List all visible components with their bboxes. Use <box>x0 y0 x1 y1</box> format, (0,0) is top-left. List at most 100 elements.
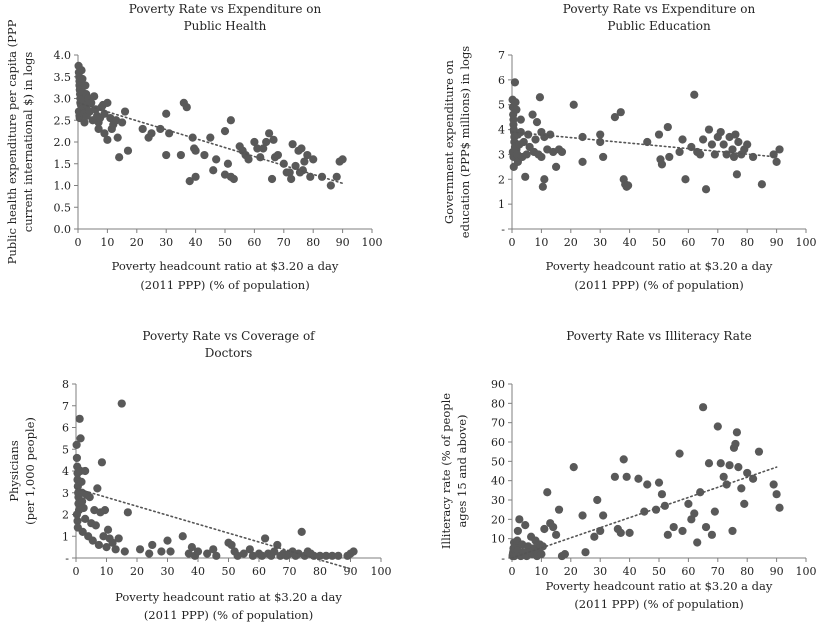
data-point <box>163 536 172 545</box>
data-point <box>719 472 728 481</box>
data-point <box>624 181 633 190</box>
data-point <box>78 74 87 84</box>
data-point <box>77 66 86 75</box>
data-point <box>117 399 126 408</box>
x-axis-label: (2011 PPP) (% of population) <box>144 608 313 622</box>
chart-title: Public Education <box>607 19 711 33</box>
data-point <box>322 551 331 560</box>
data-point <box>191 146 200 155</box>
data-point <box>643 137 652 147</box>
x-tick-label: 10 <box>100 565 114 578</box>
data-point <box>775 145 784 154</box>
data-point <box>701 185 711 194</box>
x-axis-label: Poverty headcount ratio at $3.20 a day <box>546 259 773 273</box>
data-point <box>731 439 740 449</box>
chart-title: Doctors <box>205 346 253 360</box>
trend-line <box>511 466 778 559</box>
data-point <box>554 505 564 514</box>
y-axis-label: Physicians <box>7 440 21 502</box>
x-axis-label: (2011 PPP) (% of population) <box>574 278 743 292</box>
data-point <box>737 484 746 493</box>
y-tick-label: 3 <box>498 148 505 161</box>
x-tick-label: 40 <box>623 565 637 578</box>
x-tick-label: 100 <box>796 236 817 249</box>
data-point <box>729 152 739 162</box>
data-point <box>654 478 664 487</box>
data-point <box>684 499 693 508</box>
data-point <box>206 133 215 142</box>
data-point <box>338 155 347 164</box>
x-tick-label: 100 <box>371 565 392 578</box>
y-tick-label: 30 <box>491 494 505 507</box>
data-point <box>244 155 253 164</box>
data-point <box>772 157 781 166</box>
data-point <box>625 528 634 537</box>
data-point <box>540 175 549 184</box>
y-tick-label: 6 <box>498 74 505 87</box>
y-tick-label: 50 <box>491 455 505 468</box>
x-tick-label: 70 <box>277 236 291 249</box>
data-point <box>524 130 533 139</box>
data-point <box>754 447 764 456</box>
data-point <box>552 530 561 539</box>
data-point <box>100 506 110 515</box>
data-point <box>334 551 343 560</box>
data-point <box>537 152 546 162</box>
data-point <box>743 468 752 478</box>
x-tick-label: 20 <box>130 236 144 249</box>
data-point <box>543 488 552 497</box>
data-point <box>212 155 221 164</box>
data-point <box>690 509 699 518</box>
data-point <box>91 521 100 530</box>
data-point <box>108 538 117 547</box>
data-point <box>120 107 130 116</box>
y-tick-label: 70 <box>491 417 505 430</box>
data-point <box>102 543 111 552</box>
data-point <box>657 160 667 169</box>
data-point <box>77 477 86 486</box>
data-point <box>309 155 318 164</box>
data-point <box>226 116 235 125</box>
y-tick-label: 2 <box>62 509 69 522</box>
x-tick-label: 30 <box>593 236 607 249</box>
chart-title: Poverty Rate vs Illiteracy Rate <box>566 329 752 343</box>
data-point <box>103 135 112 144</box>
data-point <box>707 140 717 149</box>
data-point <box>696 150 705 159</box>
data-point <box>569 463 578 472</box>
data-point <box>665 152 674 162</box>
y-tick-label: 5 <box>62 443 69 456</box>
data-point <box>719 140 728 149</box>
data-point <box>245 545 254 554</box>
y-tick-label: - <box>501 552 505 565</box>
y-axis-label: Illiteracy rate (% of people <box>439 393 453 549</box>
data-point <box>640 507 649 516</box>
x-tick-label: 50 <box>652 565 666 578</box>
data-point <box>349 547 358 556</box>
y-axis-label: Public health expenditure per capita (PP… <box>5 19 19 264</box>
x-tick-label: 80 <box>313 565 327 578</box>
data-point <box>100 129 109 138</box>
y-tick-label: 7 <box>498 49 505 62</box>
data-point <box>78 497 87 506</box>
data-point <box>713 422 722 431</box>
data-point <box>145 549 154 558</box>
x-tick-label: 10 <box>534 565 548 578</box>
data-point <box>521 521 530 530</box>
data-point <box>643 480 652 489</box>
data-point <box>193 547 203 556</box>
x-tick-label: 90 <box>344 565 358 578</box>
data-point <box>716 127 725 137</box>
data-point <box>203 549 212 558</box>
x-tick-label: 90 <box>770 565 784 578</box>
y-tick-label: 1.5 <box>54 158 72 171</box>
y-axis-label: (per 1,000 people) <box>23 417 37 525</box>
data-point <box>515 515 524 524</box>
x-tick-label: 50 <box>652 236 666 249</box>
data-point <box>610 113 620 122</box>
data-point <box>111 545 120 554</box>
data-point <box>300 157 309 166</box>
data-point <box>590 532 599 541</box>
x-tick-label: 70 <box>283 565 297 578</box>
x-tick-label: 30 <box>593 565 607 578</box>
